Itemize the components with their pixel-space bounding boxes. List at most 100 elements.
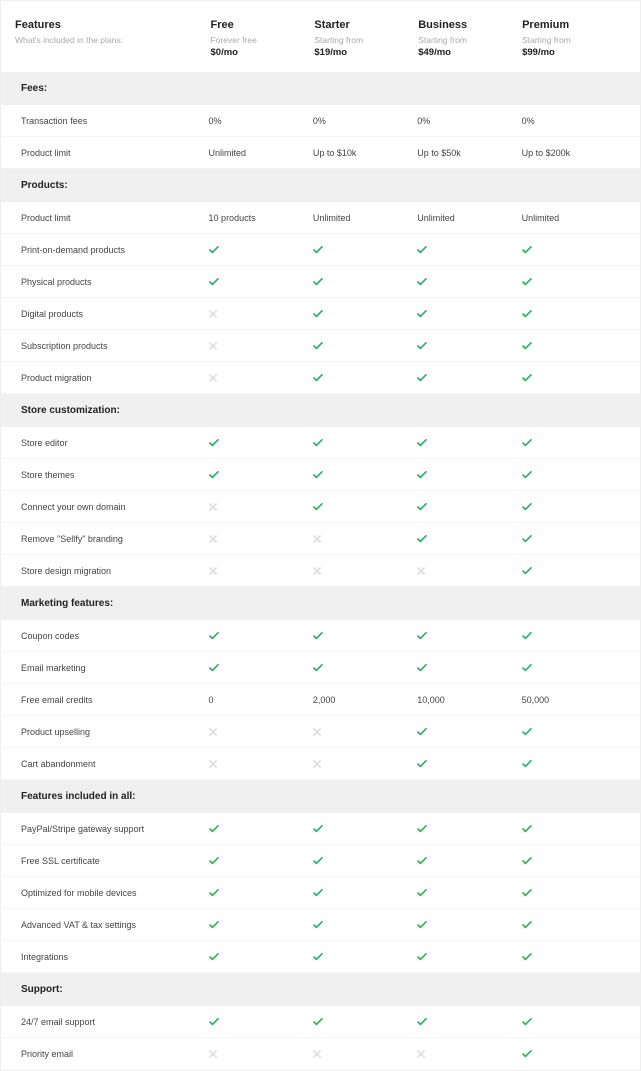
check-icon — [417, 953, 521, 961]
feature-label: Print-on-demand products — [21, 245, 209, 255]
feature-label: Physical products — [21, 277, 209, 287]
check-icon — [417, 760, 521, 768]
feature-value: 0% — [417, 116, 521, 126]
check-icon — [417, 632, 521, 640]
feature-row: Integrations — [1, 941, 640, 973]
check-icon — [313, 503, 417, 511]
check-icon — [313, 310, 417, 318]
check-icon — [417, 310, 521, 318]
cross-icon — [209, 567, 313, 575]
feature-label: Store themes — [21, 470, 209, 480]
check-icon — [313, 857, 417, 865]
feature-value: 0 — [209, 695, 313, 705]
features-title: Features — [15, 19, 211, 31]
feature-row: Free SSL certificate — [1, 845, 640, 877]
check-icon — [417, 278, 521, 286]
features-subtitle: What's included in the plans: — [15, 35, 211, 45]
pricing-table: Features What's included in the plans: F… — [0, 0, 641, 1071]
feature-row: Store themes — [1, 459, 640, 491]
check-icon — [522, 342, 626, 350]
cross-icon — [313, 1050, 417, 1058]
feature-row: Physical products — [1, 266, 640, 298]
feature-value: Unlimited — [313, 213, 417, 223]
check-icon — [522, 664, 626, 672]
check-icon — [417, 1018, 521, 1026]
cross-icon — [417, 567, 521, 575]
feature-row: Priority email — [1, 1038, 640, 1070]
feature-row: Email marketing — [1, 652, 640, 684]
feature-row: Product limit10 productsUnlimitedUnlimit… — [1, 202, 640, 234]
check-icon — [522, 632, 626, 640]
feature-label: Optimized for mobile devices — [21, 888, 209, 898]
check-icon — [313, 664, 417, 672]
feature-row: Transaction fees0%0%0%0% — [1, 105, 640, 137]
section-header: Fees: — [1, 72, 640, 105]
feature-label: Free SSL certificate — [21, 856, 209, 866]
feature-row: Cart abandonment — [1, 748, 640, 780]
check-icon — [209, 664, 313, 672]
plan-header-starter: Starter Starting from $19/mo — [314, 19, 418, 58]
cross-icon — [417, 1050, 521, 1058]
plan-price: $0/mo — [211, 47, 315, 58]
feature-row: Print-on-demand products — [1, 234, 640, 266]
feature-label: 24/7 email support — [21, 1017, 209, 1027]
check-icon — [522, 439, 626, 447]
feature-value: 50,000 — [522, 695, 626, 705]
feature-label: Cart abandonment — [21, 759, 209, 769]
feature-label: Email marketing — [21, 663, 209, 673]
feature-label: Product upselling — [21, 727, 209, 737]
check-icon — [209, 921, 313, 929]
cross-icon — [313, 760, 417, 768]
plan-header-premium: Premium Starting from $99/mo — [522, 19, 626, 58]
cross-icon — [209, 342, 313, 350]
feature-value: 0% — [522, 116, 626, 126]
plan-header-business: Business Starting from $49/mo — [418, 19, 522, 58]
cross-icon — [313, 535, 417, 543]
check-icon — [417, 439, 521, 447]
feature-value: 0% — [209, 116, 313, 126]
check-icon — [313, 342, 417, 350]
feature-label: Connect your own domain — [21, 502, 209, 512]
plan-name: Business — [418, 19, 522, 31]
feature-row: Digital products — [1, 298, 640, 330]
check-icon — [522, 567, 626, 575]
feature-row: Connect your own domain — [1, 491, 640, 523]
plan-header-free: Free Forever free $0/mo — [211, 19, 315, 58]
check-icon — [522, 857, 626, 865]
feature-value: Up to $10k — [313, 148, 417, 158]
cross-icon — [313, 728, 417, 736]
cross-icon — [209, 1050, 313, 1058]
check-icon — [522, 503, 626, 511]
check-icon — [417, 889, 521, 897]
feature-label: Store design migration — [21, 566, 209, 576]
feature-value: Up to $50k — [417, 148, 521, 158]
feature-row: Optimized for mobile devices — [1, 877, 640, 909]
check-icon — [417, 342, 521, 350]
plan-price: $19/mo — [314, 47, 418, 58]
check-icon — [313, 825, 417, 833]
feature-value: 10 products — [209, 213, 313, 223]
check-icon — [417, 664, 521, 672]
check-icon — [209, 632, 313, 640]
check-icon — [522, 728, 626, 736]
check-icon — [522, 825, 626, 833]
feature-label: Priority email — [21, 1049, 209, 1059]
feature-label: Product limit — [21, 213, 209, 223]
check-icon — [522, 760, 626, 768]
check-icon — [417, 471, 521, 479]
plan-name: Free — [211, 19, 315, 31]
section-header: Store customization: — [1, 394, 640, 427]
plans-header-row: Features What's included in the plans: F… — [1, 1, 640, 72]
check-icon — [313, 374, 417, 382]
feature-row: Coupon codes — [1, 620, 640, 652]
feature-label: Product migration — [21, 373, 209, 383]
section-header: Marketing features: — [1, 587, 640, 620]
cross-icon — [209, 503, 313, 511]
plan-name: Starter — [314, 19, 418, 31]
check-icon — [313, 246, 417, 254]
check-icon — [417, 728, 521, 736]
check-icon — [313, 1018, 417, 1026]
section-header: Products: — [1, 169, 640, 202]
plan-price: $99/mo — [522, 47, 626, 58]
check-icon — [313, 471, 417, 479]
